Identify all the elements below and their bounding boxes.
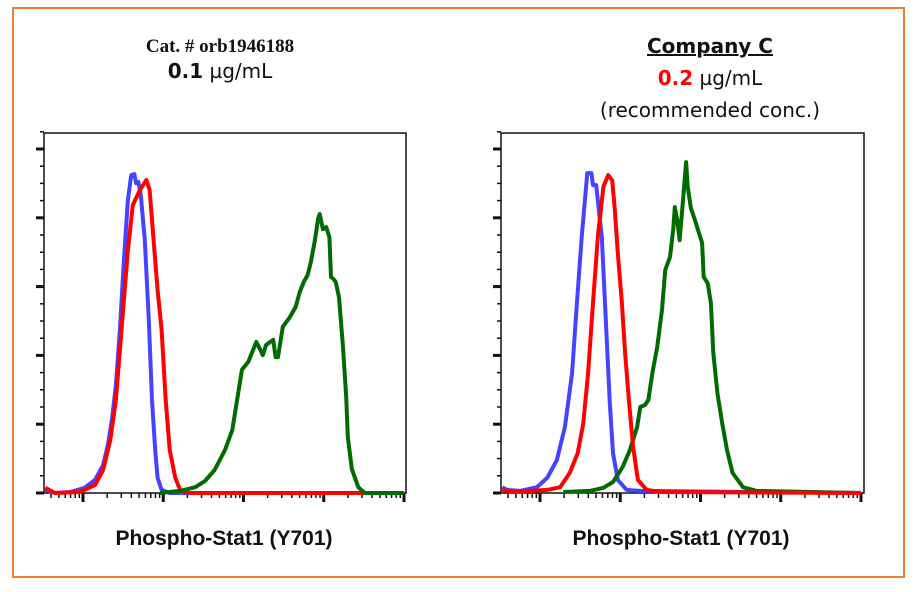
left-panel-title: Cat. # orb1946188 0.1 µg/mL: [60, 36, 380, 83]
left-plot-frame: [43, 132, 407, 494]
right-recommended-note: (recommended conc.): [599, 98, 821, 122]
left-concentration: 0.1 µg/mL: [60, 59, 380, 83]
left-conc-unit: µg/mL: [209, 59, 273, 83]
left-green-histogram-line: [159, 212, 404, 495]
right-conc-value: 0.2: [657, 66, 694, 90]
right-panel-title: Company C 0.2 µg/mL (recommended conc.): [550, 30, 870, 126]
left-conc-value: 0.1: [167, 59, 204, 83]
left-x-axis-label: Phospho-Stat1 (Y701): [115, 527, 333, 550]
left-catalog-title: Cat. # orb1946188: [145, 36, 295, 57]
figure-border: [12, 7, 905, 578]
right-concentration: 0.2 µg/mL: [550, 62, 870, 94]
right-x-axis-label: Phospho-Stat1 (Y701): [572, 527, 790, 550]
left-histogram: [36, 131, 407, 502]
left-blue-histogram-line: [44, 172, 404, 495]
right-histogram: [493, 131, 865, 502]
right-red-histogram-line: [501, 173, 862, 495]
right-blue-histogram-line: [501, 171, 862, 495]
left-red-histogram-line: [44, 178, 404, 495]
right-conc-unit: µg/mL: [699, 66, 763, 90]
right-company-title: Company C: [647, 34, 773, 58]
right-green-histogram-line: [563, 160, 862, 495]
